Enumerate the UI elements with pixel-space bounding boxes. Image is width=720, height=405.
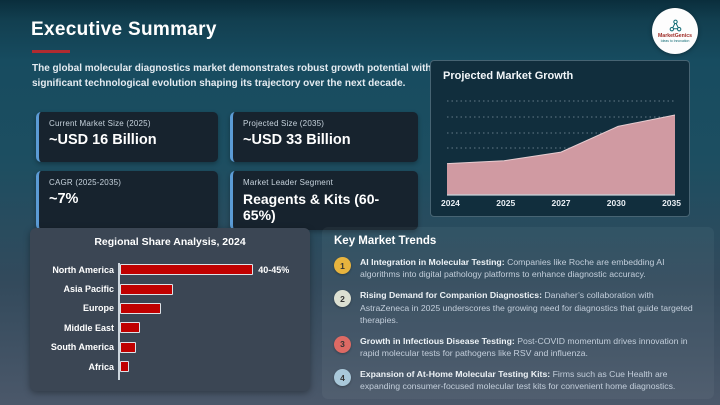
- trend-description: Danaher’s collaboration with AstraZeneca…: [360, 290, 693, 325]
- bar-category-label: Europe: [82, 303, 114, 314]
- stat-value: ~USD 33 Billion: [243, 132, 351, 148]
- trend-title: AI Integration in Molecular Testing:: [360, 257, 508, 267]
- stat-card-projected-size: Projected Size (2035) ~USD 33 Billion: [230, 112, 418, 162]
- stat-label: CAGR (2025-2035): [49, 178, 122, 187]
- x-tick-label: 2027: [551, 198, 571, 208]
- logo-tagline: Ideas to Innovation: [660, 39, 690, 44]
- page-title: Executive Summary: [31, 19, 217, 40]
- stat-cards: Current Market Size (2025) ~USD 16 Billi…: [36, 112, 418, 230]
- bar: [120, 283, 174, 295]
- stat-value: ~7%: [49, 191, 79, 207]
- bar-row: Middle East: [40, 318, 302, 337]
- trend-text: Expansion of At-Home Molecular Testing K…: [360, 368, 702, 392]
- title-underline: [32, 50, 70, 53]
- stat-card-current-size: Current Market Size (2025) ~USD 16 Billi…: [36, 112, 218, 162]
- trend-number-badge: 1: [334, 257, 351, 274]
- bar-rows: North America 40-45% Asia Pacific Europe…: [40, 260, 302, 376]
- x-tick-label: 2024: [441, 198, 460, 208]
- x-tick-label: 2030: [606, 198, 626, 208]
- trend-text: AI Integration in Molecular Testing: Com…: [360, 256, 702, 280]
- stat-label: Market Leader Segment: [243, 178, 334, 187]
- bar-row: Africa: [40, 357, 302, 376]
- bar-wrap: [120, 341, 136, 353]
- bar-row: North America 40-45%: [40, 260, 302, 279]
- molecule-icon: [669, 19, 681, 32]
- bar-category-label: Africa: [88, 361, 114, 372]
- bar-row: Europe: [40, 299, 302, 318]
- growth-chart-title: Projected Market Growth: [443, 70, 574, 82]
- area-top-line: [447, 114, 675, 165]
- bar: [120, 322, 141, 334]
- bar-wrap: [120, 283, 174, 295]
- bar-wrap: [120, 302, 161, 314]
- growth-area-chart: [447, 100, 675, 196]
- bar: [120, 341, 136, 353]
- bar-annotation: 40-45%: [258, 264, 290, 275]
- trends-heading: Key Market Trends: [334, 235, 437, 247]
- stat-label: Projected Size (2035): [243, 119, 325, 128]
- growth-x-labels: 2024 2025 2027 2030 2035: [441, 198, 681, 208]
- bar-row: South America: [40, 338, 302, 357]
- trend-title: Rising Demand for Companion Diagnostics:: [360, 290, 545, 301]
- stat-value: Reagents & Kits (60-65%): [243, 191, 380, 223]
- trend-text: Growth in Infectious Disease Testing: Po…: [360, 335, 702, 359]
- bar-wrap: 40-45%: [120, 264, 290, 276]
- regional-share-panel: Regional Share Analysis, 2024 North Amer…: [30, 228, 310, 391]
- trend-number-badge: 3: [334, 335, 351, 353]
- stat-card-leader-segment: Market Leader Segment Reagents & Kits (6…: [230, 171, 418, 230]
- bar: [120, 361, 130, 373]
- stat-label: Current Market Size (2025): [49, 119, 151, 128]
- x-tick-label: 2025: [496, 198, 516, 208]
- trend-items: 1 AI Integration in Molecular Testing: C…: [334, 256, 702, 393]
- brand-logo: MarketGenics Ideas to Innovation: [652, 8, 698, 54]
- intro-text: The global molecular diagnostics market …: [32, 63, 432, 89]
- bar-row: Asia Pacific: [40, 279, 302, 298]
- y-axis-line: [118, 263, 120, 380]
- regional-chart-title: Regional Share Analysis, 2024: [94, 236, 246, 248]
- stat-value: ~USD 16 Billion: [49, 132, 157, 148]
- bar-wrap: [120, 322, 141, 334]
- bar-category-label: Asia Pacific: [63, 284, 114, 295]
- bar-category-label: North America: [52, 264, 114, 275]
- trend-item: 3 Growth in Infectious Disease Testing: …: [334, 335, 702, 359]
- trend-number-badge: 2: [334, 290, 351, 308]
- trend-description: Post-COVID momentum drives innovation in…: [360, 335, 688, 359]
- bar-category-label: South America: [50, 342, 114, 353]
- trend-item: 1 AI Integration in Molecular Testing: C…: [334, 256, 702, 280]
- trend-item: 2 Rising Demand for Companion Diagnostic…: [334, 289, 702, 326]
- trend-title: Growth in Infectious Disease Testing:: [360, 335, 518, 346]
- bar-category-label: Middle East: [63, 322, 114, 333]
- trend-item: 4 Expansion of At-Home Molecular Testing…: [334, 368, 702, 392]
- logo-name: MarketGenics: [657, 32, 693, 39]
- trend-number-badge: 4: [334, 369, 351, 387]
- trend-text: Rising Demand for Companion Diagnostics:…: [360, 289, 702, 326]
- bar-wrap: [120, 361, 130, 373]
- area-fill: [447, 115, 675, 195]
- bar: [120, 302, 161, 314]
- regional-bar-chart: North America 40-45% Asia Pacific Europe…: [40, 260, 302, 383]
- trend-description: Companies like Roche are embedding AI al…: [360, 257, 665, 280]
- projected-growth-panel: Projected Market Growth 2024 2025 2027 2030…: [430, 60, 690, 217]
- key-trends-panel: Key Market Trends 1 AI Integration in Mo…: [322, 227, 714, 399]
- x-tick-label: 2035: [662, 198, 681, 208]
- trend-title: Expansion of At-Home Molecular Testing K…: [360, 369, 553, 380]
- stat-card-cagr: CAGR (2025-2035) ~7%: [36, 171, 218, 230]
- trend-description: Firms such as Cue Health are expanding c…: [360, 369, 676, 392]
- bar: [120, 264, 254, 276]
